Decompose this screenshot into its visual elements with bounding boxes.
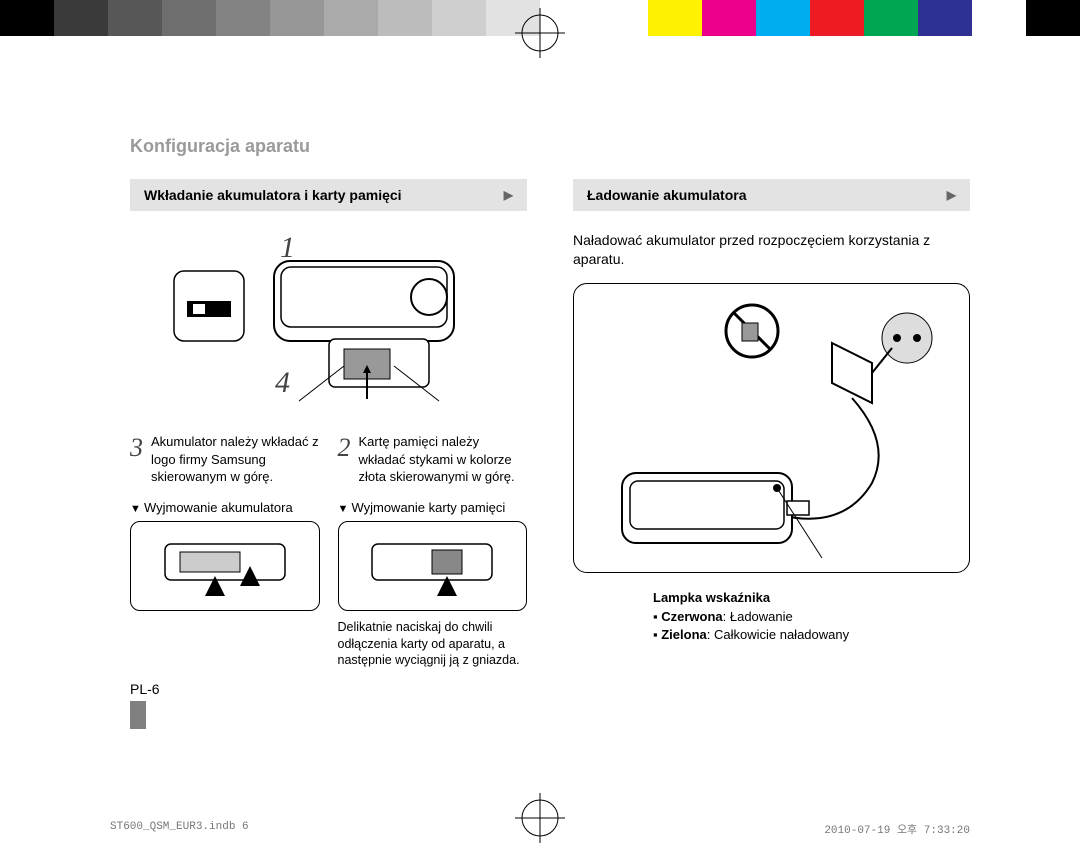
remove-battery-col: Wyjmowanie akumulatora [130,500,320,670]
page-number: PL-6 [130,681,527,697]
remove-card-col: Wyjmowanie karty pamięci Delikatnie naci… [338,500,528,670]
color-swatch [918,0,972,36]
footer-left: ST600_QSM_EUR3.indb 6 [110,821,249,837]
remove-battery-label: Wyjmowanie akumulatora [130,500,320,515]
charge-diagram [573,283,970,573]
step-number-1: 1 [280,231,295,265]
color-swatch [594,0,648,36]
right-column: Ładowanie akumulatora Naładować akumulat… [573,179,970,729]
step-3-text: Akumulator należy wkładać z logo firmy S… [151,433,320,486]
left-column: Wkładanie akumulatora i karty pamięci [130,179,527,729]
step-2-text: Kartę pamięci należy wkładać stykami w k… [359,433,528,486]
steps-row: 3 Akumulator należy wkładać z logo firmy… [130,433,527,486]
remove-card-diagram [338,521,528,611]
indicator-green-label: Zielona [661,627,707,642]
color-swatch [648,0,702,36]
footer-right: 2010-07-19 오후 7:33:20 [824,821,970,837]
page-number-bar [130,701,146,729]
page-title: Konfiguracja aparatu [130,136,970,157]
print-footer: ST600_QSM_EUR3.indb 6 2010-07-19 오후 7:33… [110,821,970,837]
charge-intro: Naładować akumulator przed rozpoczęciem … [573,231,970,269]
section-header-charge-label: Ładowanie akumulatora [587,187,746,203]
color-swatch [756,0,810,36]
step-2-number: 2 [338,433,351,486]
section-header-insert-label: Wkładanie akumulatora i karty pamięci [144,187,402,203]
step-2: 2 Kartę pamięci należy wkładać stykami w… [338,433,528,486]
color-swatch [216,0,270,36]
color-swatch [162,0,216,36]
indicator-red-line: ▪ Czerwona: Ładowanie [653,608,970,627]
section-header-insert: Wkładanie akumulatora i karty pamięci [130,179,527,211]
thumb-row: Wyjmowanie akumulatora Wyjmowanie karty … [130,500,527,670]
indicator-green-line: ▪ Zielona: Całkowicie naładowany [653,626,970,645]
color-swatch [1026,0,1080,36]
card-note: Delikatnie naciskaj do chwili odłączenia… [338,619,528,670]
color-swatch [270,0,324,36]
color-swatch [864,0,918,36]
color-swatch [972,0,1026,36]
color-swatch [54,0,108,36]
color-swatch [810,0,864,36]
step-3: 3 Akumulator należy wkładać z logo firmy… [130,433,320,486]
indicator-title: Lampka wskaźnika [653,589,970,608]
page-content: Konfiguracja aparatu Wkładanie akumulato… [0,36,1080,769]
step-3-number: 3 [130,433,143,486]
indicator-green-text: : Całkowicie naładowany [707,627,849,642]
remove-battery-diagram [130,521,320,611]
indicator-red-label: Czerwona [661,609,722,624]
remove-card-label: Wyjmowanie karty pamięci [338,500,528,515]
color-swatch [0,0,54,36]
color-swatch [432,0,486,36]
section-header-charge: Ładowanie akumulatora [573,179,970,211]
color-swatch [324,0,378,36]
step-number-4: 4 [275,366,290,400]
color-swatch [108,0,162,36]
registration-mark-top [515,8,565,58]
color-swatch [702,0,756,36]
color-swatch [378,0,432,36]
indicator-block: Lampka wskaźnika ▪ Czerwona: Ładowanie ▪… [653,589,970,646]
insert-diagram: 1 4 [130,231,527,421]
indicator-red-text: : Ładowanie [723,609,793,624]
